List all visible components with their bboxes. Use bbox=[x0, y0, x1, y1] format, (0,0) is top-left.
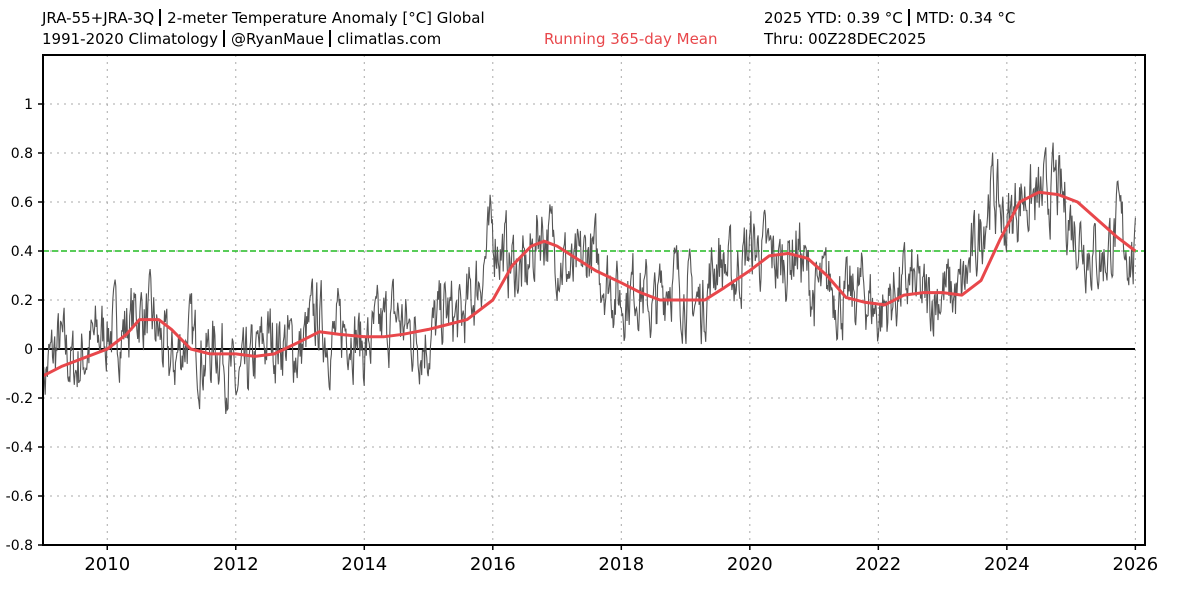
x-tick-label-1: 2012 bbox=[213, 554, 259, 575]
chart-title: 2-meter Temperature Anomaly [°C] Global bbox=[167, 9, 485, 27]
y-tick-label-2: -0.4 bbox=[6, 440, 33, 456]
series-layer bbox=[42, 142, 1137, 415]
x-tick-label-2: 2014 bbox=[341, 554, 387, 575]
source-label: climatlas.com bbox=[337, 30, 442, 48]
x-tick-label-5: 2020 bbox=[727, 554, 773, 575]
ytd-stat: 2025 YTD: 0.39 °C bbox=[764, 9, 903, 27]
mtd-stat: MTD: 0.34 °C bbox=[915, 9, 1016, 27]
x-tick-label-8: 2026 bbox=[1112, 554, 1158, 575]
x-tick-label-4: 2018 bbox=[598, 554, 644, 575]
dataset-label: JRA-55+JRA-3Q bbox=[42, 9, 155, 27]
y-tick-label-3: -0.2 bbox=[6, 391, 33, 407]
stats-separator bbox=[907, 9, 910, 26]
subtitle-separator-2 bbox=[329, 30, 331, 47]
y-axis-ticks: -0.8 -0.6 -0.4 -0.2 0 0.2 0.4 0.6 0.8 1 bbox=[6, 97, 43, 554]
x-tick-label-0: 2010 bbox=[84, 554, 130, 575]
thru-date: Thru: 00Z28DEC2025 bbox=[764, 30, 927, 48]
x-tick-label-6: 2022 bbox=[855, 554, 901, 575]
x-axis-ticks: 2010 2012 2014 2016 2018 2020 2022 2024 2026 bbox=[84, 545, 1158, 575]
y-tick-label-5: 0.2 bbox=[11, 293, 33, 309]
grid-lines bbox=[43, 55, 1145, 546]
y-tick-label-6: 0.4 bbox=[11, 244, 33, 260]
reference-lines bbox=[43, 250, 1145, 350]
running-mean-line bbox=[42, 190, 1137, 378]
chart-subtitle-row: 1991-2020 Climatology @RyanMaue climatlas.… bbox=[42, 30, 441, 48]
title-separator bbox=[159, 9, 162, 26]
y-tick-label-1: -0.6 bbox=[6, 489, 33, 505]
x-tick-label-7: 2024 bbox=[984, 554, 1030, 575]
running-mean-legend: Running 365-day Mean bbox=[544, 30, 718, 48]
daily-anomaly-line bbox=[42, 142, 1136, 415]
plot-frame bbox=[42, 54, 1146, 546]
x-tick-label-3: 2016 bbox=[470, 554, 516, 575]
y-tick-label-0: -0.8 bbox=[6, 538, 33, 554]
climatology-label: 1991-2020 Climatology bbox=[42, 30, 218, 48]
chart-title-row: JRA-55+JRA-3Q 2-meter Temperature Anomaly… bbox=[42, 9, 485, 27]
y-tick-label-4: 0 bbox=[24, 342, 33, 358]
y-tick-label-8: 0.8 bbox=[11, 146, 33, 162]
author-label: @RyanMaue bbox=[230, 30, 324, 48]
stats-row: 2025 YTD: 0.39 °C MTD: 0.34 °C bbox=[764, 9, 1015, 27]
y-tick-label-9: 1 bbox=[24, 97, 33, 113]
y-tick-label-7: 0.6 bbox=[11, 195, 33, 211]
subtitle-separator-1 bbox=[222, 30, 225, 47]
